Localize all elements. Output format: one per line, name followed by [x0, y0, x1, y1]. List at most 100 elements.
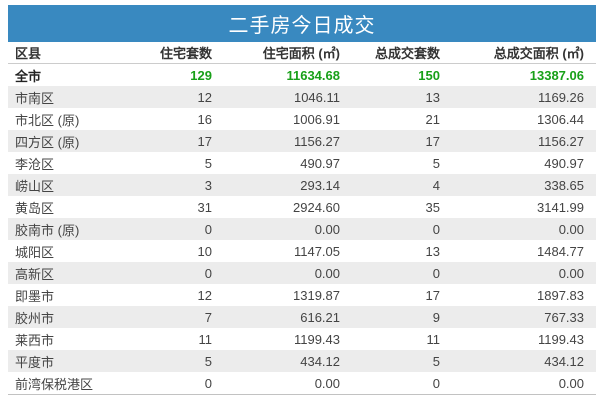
cell-value: 17 — [425, 133, 440, 149]
cell-district: 崂山区 — [15, 178, 55, 194]
cell-value: 3141.99 — [537, 199, 584, 215]
secondhand-housing-widget: 二手房今日成交 区县 住宅套数 住宅面积 (㎡) 总成交套数 总成交面积 (㎡) 全市 1… — [8, 5, 596, 395]
cell-value: 2924.60 — [293, 199, 340, 215]
cell-district: 全市 — [15, 68, 42, 84]
cell-value: 1147.05 — [293, 243, 340, 259]
cell-value: 0 — [204, 375, 212, 391]
cell-value: 1897.83 — [537, 287, 584, 303]
cell-value: 150 — [418, 67, 440, 83]
cell-district: 即墨市 — [15, 288, 55, 304]
cell-value: 0.00 — [558, 221, 584, 237]
cell-value: 9 — [432, 309, 440, 325]
widget-title-bar: 二手房今日成交 — [8, 5, 596, 42]
table-row: 市北区 (原) 16 1006.91 21 1306.44 — [8, 108, 596, 130]
cell-value: 1006.91 — [293, 111, 340, 127]
cell-value: 0.00 — [314, 221, 340, 237]
cell-district: 胶南市 (原) — [15, 222, 80, 238]
cell-value: 16 — [197, 111, 212, 127]
cell-district: 高新区 — [15, 266, 55, 282]
cell-value: 129 — [190, 67, 212, 83]
table-row: 高新区 0 0.00 0 0.00 — [8, 262, 596, 284]
cell-value: 490.97 — [544, 155, 584, 171]
cell-value: 7 — [204, 309, 212, 325]
table-row: 崂山区 3 293.14 4 338.65 — [8, 174, 596, 196]
cell-district: 平度市 — [15, 354, 55, 370]
cell-value: 13387.06 — [529, 67, 584, 83]
table-row: 四方区 (原) 17 1156.27 17 1156.27 — [8, 130, 596, 152]
cell-value: 13 — [425, 89, 440, 105]
cell-value: 1199.43 — [537, 331, 584, 347]
cell-value: 35 — [425, 199, 440, 215]
table-row: 胶南市 (原) 0 0.00 0 0.00 — [8, 218, 596, 240]
table-row: 胶州市 7 616.21 9 767.33 — [8, 306, 596, 328]
cell-value: 17 — [425, 287, 440, 303]
cell-value: 17 — [197, 133, 212, 149]
cell-district: 李沧区 — [15, 156, 55, 172]
cell-value: 3 — [204, 177, 212, 193]
cell-value: 490.97 — [300, 155, 340, 171]
cell-value: 0.00 — [314, 265, 340, 281]
cell-value: 31 — [197, 199, 212, 215]
cell-value: 11 — [426, 331, 441, 347]
table-row: 平度市 5 434.12 5 434.12 — [8, 350, 596, 372]
transactions-table: 区县 住宅套数 住宅面积 (㎡) 总成交套数 总成交面积 (㎡) 全市 129 11634.… — [8, 42, 596, 395]
table-row-total: 全市 129 11634.68 150 13387.06 — [8, 64, 596, 87]
column-header-1: 住宅套数 — [128, 42, 224, 64]
cell-value: 1306.44 — [537, 111, 584, 127]
cell-value: 293.14 — [300, 177, 340, 193]
cell-value: 1046.11 — [293, 89, 340, 105]
cell-district: 莱西市 — [15, 332, 55, 348]
cell-district: 前湾保税港区 — [15, 376, 94, 392]
cell-value: 0.00 — [558, 375, 584, 391]
cell-value: 5 — [432, 155, 440, 171]
cell-value: 1156.27 — [293, 133, 340, 149]
table-row: 市南区 12 1046.11 13 1169.26 — [8, 86, 596, 108]
cell-value: 0 — [204, 265, 212, 281]
cell-value: 1169.26 — [537, 89, 584, 105]
cell-value: 11 — [198, 331, 213, 347]
cell-district: 胶州市 — [15, 310, 55, 326]
table-header-row: 区县 住宅套数 住宅面积 (㎡) 总成交套数 总成交面积 (㎡) — [8, 42, 596, 64]
table-row: 前湾保税港区 0 0.00 0 0.00 — [8, 372, 596, 395]
cell-value: 12 — [197, 89, 212, 105]
cell-value: 11634.68 — [286, 67, 340, 83]
cell-district: 四方区 (原) — [15, 134, 80, 150]
cell-value: 434.12 — [544, 353, 584, 369]
table-row: 李沧区 5 490.97 5 490.97 — [8, 152, 596, 174]
cell-value: 4 — [432, 177, 440, 193]
table-row: 黄岛区 31 2924.60 35 3141.99 — [8, 196, 596, 218]
cell-district: 黄岛区 — [15, 200, 55, 216]
cell-value: 12 — [197, 287, 212, 303]
widget-title: 二手房今日成交 — [228, 15, 376, 37]
cell-district: 市北区 (原) — [15, 112, 80, 128]
cell-value: 0.00 — [314, 375, 340, 391]
column-header-2: 住宅面积 (㎡) — [224, 42, 352, 64]
cell-value: 13 — [425, 243, 440, 259]
table-row: 即墨市 12 1319.87 17 1897.83 — [8, 284, 596, 306]
cell-value: 1156.27 — [537, 133, 584, 149]
table-header: 区县 住宅套数 住宅面积 (㎡) 总成交套数 总成交面积 (㎡) — [8, 42, 596, 64]
cell-value: 1199.43 — [293, 331, 340, 347]
cell-district: 市南区 — [15, 90, 55, 106]
table-row: 莱西市 11 1199.43 11 1199.43 — [8, 328, 596, 350]
column-header-3: 总成交套数 — [352, 42, 452, 64]
cell-value: 21 — [425, 111, 440, 127]
cell-value: 1484.77 — [537, 243, 584, 259]
cell-district: 城阳区 — [15, 244, 55, 260]
cell-value: 10 — [197, 243, 212, 259]
cell-value: 5 — [432, 353, 440, 369]
table-row: 城阳区 10 1147.05 13 1484.77 — [8, 240, 596, 262]
cell-value: 0.00 — [558, 265, 584, 281]
cell-value: 0 — [204, 221, 212, 237]
cell-value: 0 — [432, 221, 440, 237]
column-header-4: 总成交面积 (㎡) — [452, 42, 596, 64]
cell-value: 767.33 — [544, 309, 584, 325]
cell-value: 434.12 — [300, 353, 340, 369]
cell-value: 0 — [432, 265, 440, 281]
column-header-0: 区县 — [8, 42, 128, 64]
cell-value: 616.21 — [300, 309, 340, 325]
cell-value: 5 — [204, 353, 212, 369]
cell-value: 1319.87 — [293, 287, 340, 303]
cell-value: 0 — [432, 375, 440, 391]
cell-value: 5 — [204, 155, 212, 171]
